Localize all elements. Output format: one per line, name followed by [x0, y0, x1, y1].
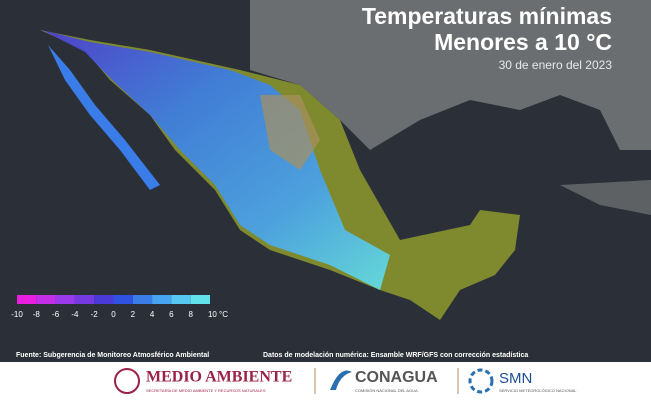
legend-swatch [132, 295, 153, 304]
smn-subtitle: SERVICIO METEOROLÓGICO NACIONAL [499, 388, 577, 393]
semarnat-icon [114, 368, 140, 394]
legend-label: -2 [91, 310, 99, 319]
legend-swatch [171, 295, 191, 304]
legend-label: 0 [111, 310, 116, 319]
legend-label: -6 [52, 310, 60, 319]
semarnat-logo: MEDIO AMBIENTE [146, 369, 292, 386]
cold-area [42, 30, 390, 290]
legend-label: 6 [169, 310, 174, 319]
warm-area [260, 95, 320, 170]
legend-label: 10 °C [208, 310, 228, 319]
legend-swatch [94, 295, 114, 304]
legend-swatch [74, 295, 95, 304]
date: 30 de enero del 2023 [499, 58, 613, 72]
legend-label: 4 [150, 310, 155, 319]
legend-label: 2 [131, 310, 136, 319]
model-note: Datos de modelación numérica: Ensamble W… [263, 352, 528, 359]
legend-label: -10 [11, 310, 23, 319]
source: Fuente: Subgerencia de Monitoreo Atmosfé… [16, 352, 209, 359]
legend-label: 8 [188, 310, 193, 319]
legend-swatch [17, 295, 37, 304]
legend-label: -4 [71, 310, 79, 319]
legend-swatch [36, 295, 56, 304]
title: Temperaturas mínimas [362, 3, 612, 29]
cuba [560, 180, 651, 215]
legend: -10 -8 -6 -4 -2 0 2 4 6 8 10 °C [11, 295, 228, 319]
legend-swatch [152, 295, 172, 304]
legend-swatch [190, 295, 210, 304]
smn-logo: SMN [499, 370, 532, 387]
legend-swatch [55, 295, 75, 304]
legend-label: -8 [33, 310, 41, 319]
subtitle: Menores a 10 °C [434, 29, 612, 55]
smn-icon [468, 368, 494, 394]
conagua-subtitle: COMISIÓN NACIONAL DEL AGUA [355, 388, 418, 393]
conagua-icon [330, 370, 352, 390]
semarnat-subtitle: SECRETARÍA DE MEDIO AMBIENTE Y RECURSOS … [146, 388, 266, 393]
baja-california [48, 45, 160, 190]
usa [250, 0, 651, 150]
legend-swatch [113, 295, 133, 304]
conagua-logo: CONAGUA [355, 369, 438, 386]
